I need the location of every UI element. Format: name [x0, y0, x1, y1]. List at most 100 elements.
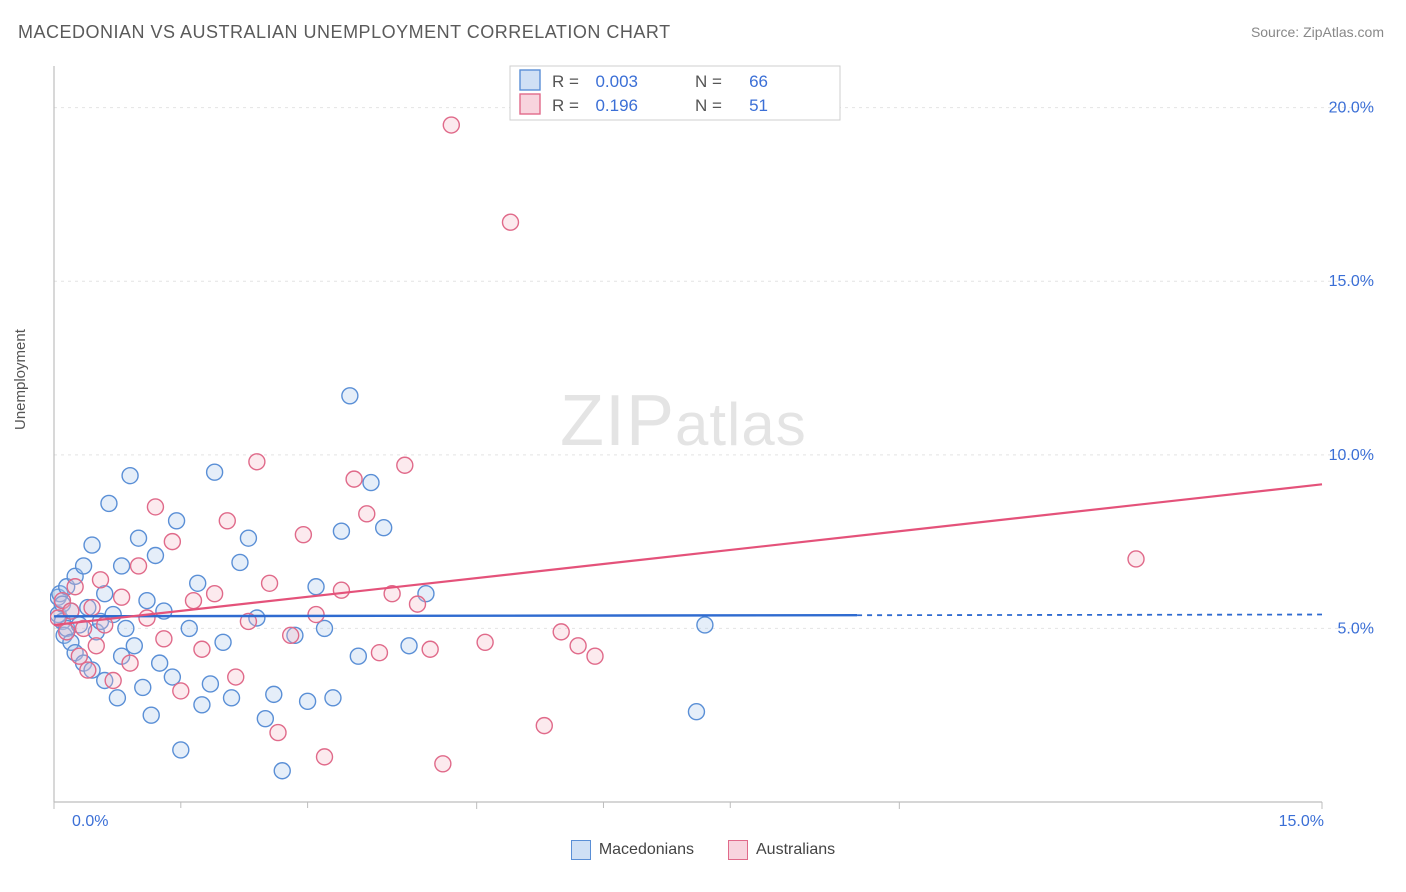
data-point — [114, 558, 130, 574]
data-point — [122, 655, 138, 671]
data-point — [88, 638, 104, 654]
scatter-plot: 5.0%10.0%15.0%20.0%0.0%15.0%R =0.003N =6… — [50, 62, 1380, 832]
data-point — [139, 610, 155, 626]
data-point — [126, 638, 142, 654]
y-tick-label: 5.0% — [1338, 620, 1374, 637]
data-point — [300, 693, 316, 709]
data-point — [122, 468, 138, 484]
chart-title: MACEDONIAN VS AUSTRALIAN UNEMPLOYMENT CO… — [18, 22, 671, 43]
y-tick-label: 10.0% — [1329, 447, 1374, 464]
stats-n-value: 66 — [749, 72, 768, 91]
data-point — [105, 672, 121, 688]
data-point — [502, 214, 518, 230]
data-point — [139, 593, 155, 609]
data-point — [333, 582, 349, 598]
data-point — [401, 638, 417, 654]
data-point — [422, 641, 438, 657]
bottom-legend: Macedonians Australians — [0, 840, 1406, 860]
stats-r-value: 0.196 — [595, 96, 638, 115]
data-point — [202, 676, 218, 692]
stats-box: R =0.003N =66R =0.196N =51 — [510, 66, 840, 120]
stats-r-label: R = — [552, 72, 579, 91]
legend-swatch — [520, 94, 540, 114]
data-point — [553, 624, 569, 640]
data-point — [371, 645, 387, 661]
data-point — [435, 756, 451, 772]
data-point — [295, 527, 311, 543]
data-point — [219, 513, 235, 529]
trend-line-dash — [857, 615, 1322, 616]
data-point — [190, 575, 206, 591]
data-point — [240, 530, 256, 546]
data-point — [181, 620, 197, 636]
data-point — [215, 634, 231, 650]
data-point — [697, 617, 713, 633]
data-point — [207, 464, 223, 480]
data-point — [570, 638, 586, 654]
legend-item: Macedonians — [571, 840, 694, 860]
data-point — [156, 631, 172, 647]
data-point — [359, 506, 375, 522]
data-point — [169, 513, 185, 529]
y-tick-label: 15.0% — [1329, 273, 1374, 290]
data-point — [257, 711, 273, 727]
data-point — [71, 648, 87, 664]
trend-line — [54, 615, 857, 616]
stats-n-label: N = — [695, 96, 722, 115]
data-point — [409, 596, 425, 612]
data-point — [224, 690, 240, 706]
data-point — [363, 475, 379, 491]
data-point — [164, 534, 180, 550]
legend-label: Macedonians — [599, 841, 694, 859]
y-axis-label: Unemployment — [12, 329, 29, 430]
data-point — [185, 593, 201, 609]
data-point — [80, 662, 96, 678]
data-point — [317, 620, 333, 636]
stats-n-label: N = — [695, 72, 722, 91]
data-point — [173, 683, 189, 699]
data-point — [118, 620, 134, 636]
data-point — [173, 742, 189, 758]
y-tick-label: 20.0% — [1329, 100, 1374, 117]
data-point — [101, 495, 117, 511]
data-point — [76, 558, 92, 574]
data-point — [232, 554, 248, 570]
data-point — [688, 704, 704, 720]
data-point — [67, 579, 83, 595]
legend-label: Australians — [756, 841, 835, 859]
data-point — [317, 749, 333, 765]
data-point — [283, 627, 299, 643]
data-point — [84, 537, 100, 553]
data-point — [266, 686, 282, 702]
source-label: Source: ZipAtlas.com — [1251, 24, 1384, 40]
data-point — [536, 718, 552, 734]
data-point — [262, 575, 278, 591]
data-point — [249, 454, 265, 470]
x-tick-label: 0.0% — [72, 813, 108, 830]
data-point — [147, 499, 163, 515]
data-point — [164, 669, 180, 685]
data-point — [131, 558, 147, 574]
data-point — [397, 457, 413, 473]
data-point — [135, 679, 151, 695]
data-point — [152, 655, 168, 671]
data-point — [92, 572, 108, 588]
stats-r-label: R = — [552, 96, 579, 115]
data-point — [228, 669, 244, 685]
data-point — [84, 600, 100, 616]
data-point — [477, 634, 493, 650]
data-point — [131, 530, 147, 546]
data-point — [274, 763, 290, 779]
data-point — [587, 648, 603, 664]
data-point — [147, 548, 163, 564]
data-point — [346, 471, 362, 487]
data-point — [443, 117, 459, 133]
data-point — [1128, 551, 1144, 567]
stats-n-value: 51 — [749, 96, 768, 115]
legend-swatch — [520, 70, 540, 90]
data-point — [194, 697, 210, 713]
data-point — [270, 725, 286, 741]
data-point — [59, 624, 75, 640]
data-point — [194, 641, 210, 657]
legend-item: Australians — [728, 840, 835, 860]
